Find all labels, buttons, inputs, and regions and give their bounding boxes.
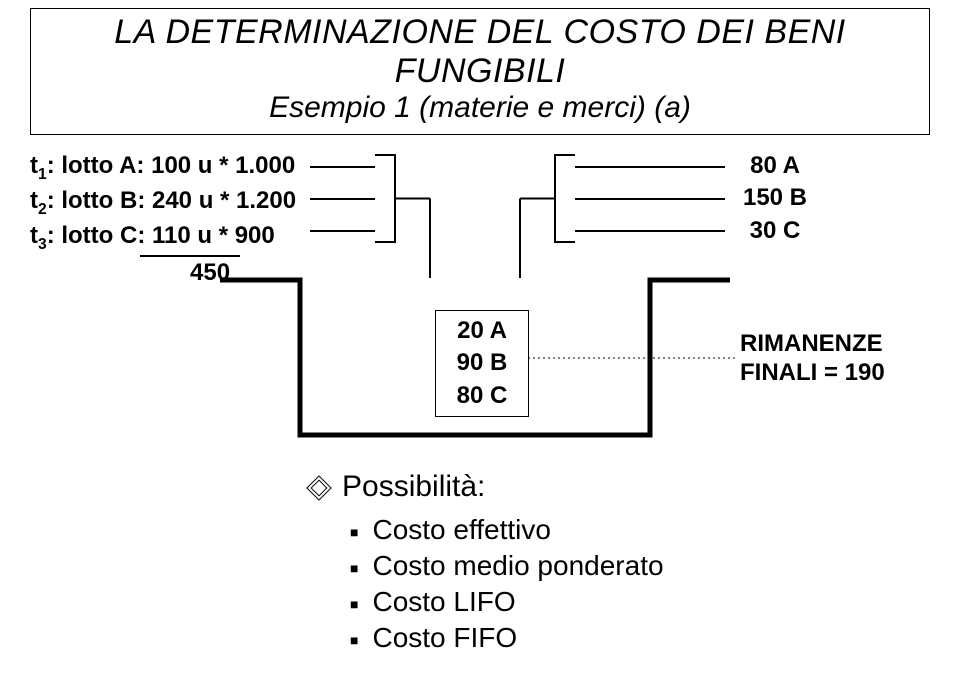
possibilities-title: Possibilità: (310, 470, 664, 504)
lot-sum-line: 450 (30, 255, 296, 289)
lot3-post: : lotto C: 110 u * 900 (47, 222, 275, 249)
lot-line-2: t2: lotto B: 240 u * 1.200 (30, 185, 296, 220)
possibilities-title-text: Possibilità: (342, 470, 485, 503)
rimanenze-l1: RIMANENZE (740, 330, 885, 359)
poss-item-1: Costo effettivo (350, 514, 664, 546)
lot2-pre: t (30, 187, 38, 214)
lot1-sub: 1 (38, 166, 47, 183)
stock-c: 80 C (442, 380, 522, 412)
diamond-icon (306, 475, 331, 500)
lot2-post: : lotto B: 240 u * 1.200 (47, 187, 296, 214)
outflow-b: 150 B (730, 182, 820, 214)
rimanenze-l2: FINALI = 190 (740, 359, 885, 388)
lot-line-1: t1: lotto A: 100 u * 1.000 (30, 150, 296, 185)
lot3-sub: 3 (38, 235, 47, 252)
outflow-block: 80 A 150 B 30 C (730, 150, 820, 247)
lot-line-3: t3: lotto C: 110 u * 900 (30, 220, 296, 255)
stock-a: 20 A (442, 315, 522, 347)
poss-item-3: Costo LIFO (350, 586, 664, 618)
title-main: LA DETERMINAZIONE DEL COSTO DEI BENI FUN… (37, 13, 923, 91)
lot1-pre: t (30, 152, 38, 179)
stock-center-block: 20 A 90 B 80 C (435, 310, 529, 417)
lot1-post: : lotto A: 100 u * 1.000 (47, 152, 296, 179)
title-sub: Esempio 1 (materie e merci) (a) (37, 91, 923, 126)
poss-item-2: Costo medio ponderato (350, 550, 664, 582)
lot-block: t1: lotto A: 100 u * 1.000 t2: lotto B: … (30, 150, 296, 289)
poss-item-4: Costo FIFO (350, 622, 664, 654)
lot-sum: 450 (140, 255, 240, 289)
lot3-pre: t (30, 222, 38, 249)
outflow-a: 80 A (730, 150, 820, 182)
possibilities-list: Costo effettivo Costo medio ponderato Co… (350, 514, 664, 654)
possibilities-block: Possibilità: Costo effettivo Costo medio… (310, 470, 664, 658)
title-box: LA DETERMINAZIONE DEL COSTO DEI BENI FUN… (30, 8, 930, 135)
stock-b: 90 B (442, 347, 522, 379)
outflow-c: 30 C (730, 215, 820, 247)
rimanenze-block: RIMANENZE FINALI = 190 (740, 330, 885, 388)
lot2-sub: 2 (38, 201, 47, 218)
